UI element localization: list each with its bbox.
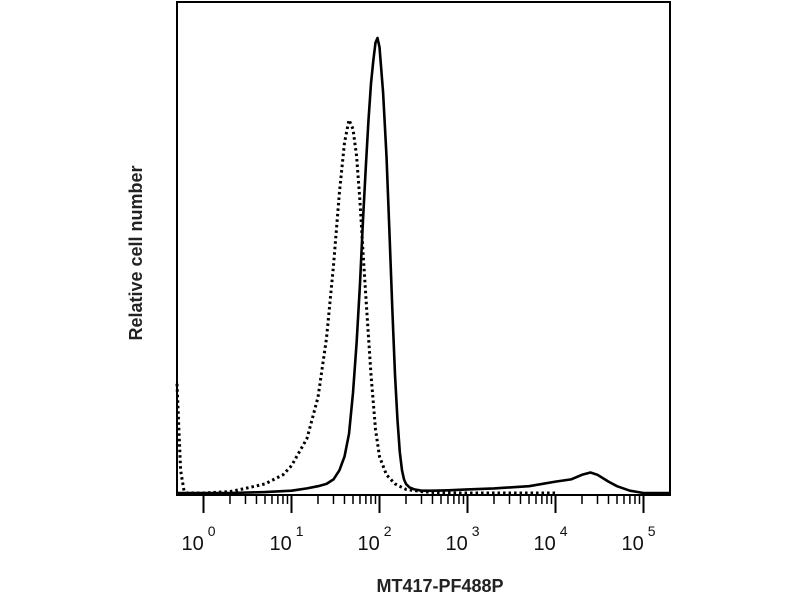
x-tick-label: 104 [534,523,568,555]
x-tick-label: 101 [269,523,303,555]
series-dotted-line [175,118,556,495]
x-tick-label: 100 [181,523,215,555]
x-axis-tick-labels: 100 101 102 103 104 105 [181,523,655,555]
x-tick-label: 103 [446,523,480,555]
x-axis-title: MT417-PF488P [376,576,503,596]
x-tick-label: 102 [357,523,391,555]
y-axis-title: Relative cell number [126,165,146,340]
plot-frame [176,1,671,496]
series-solid-line [177,36,670,495]
series-layer [175,36,670,495]
x-axis-ticks [202,495,645,513]
x-tick-label: 105 [622,523,656,555]
